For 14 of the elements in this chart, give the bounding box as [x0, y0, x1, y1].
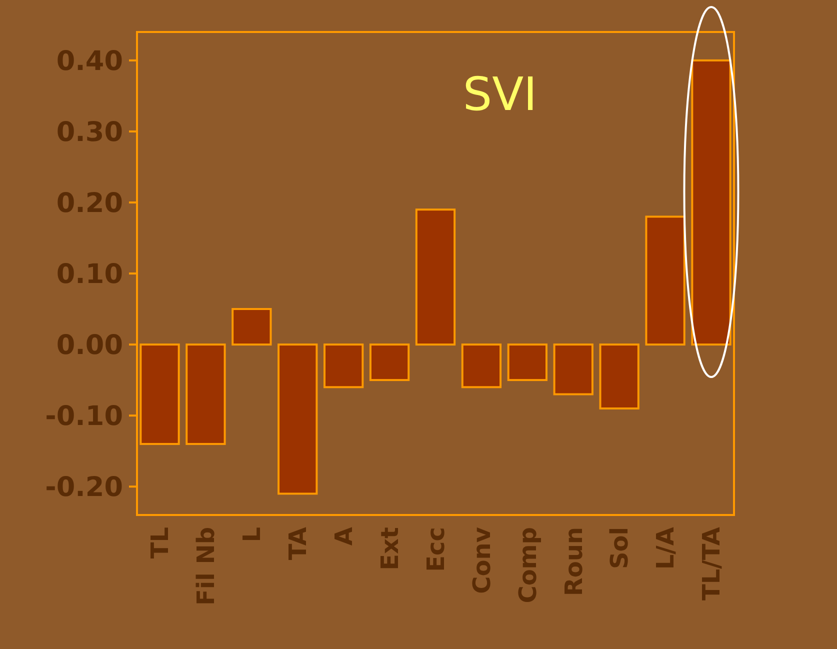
bar	[461, 344, 502, 388]
bar	[645, 216, 686, 346]
bar	[553, 344, 594, 396]
text: SVI	[462, 67, 538, 122]
bar	[507, 344, 548, 382]
bar	[691, 59, 732, 346]
bar	[324, 344, 364, 388]
bar	[278, 344, 318, 495]
bar	[599, 344, 640, 410]
bar	[140, 344, 180, 445]
bar	[415, 208, 456, 346]
bar	[186, 344, 226, 445]
bar	[369, 344, 410, 382]
bar	[232, 308, 272, 346]
